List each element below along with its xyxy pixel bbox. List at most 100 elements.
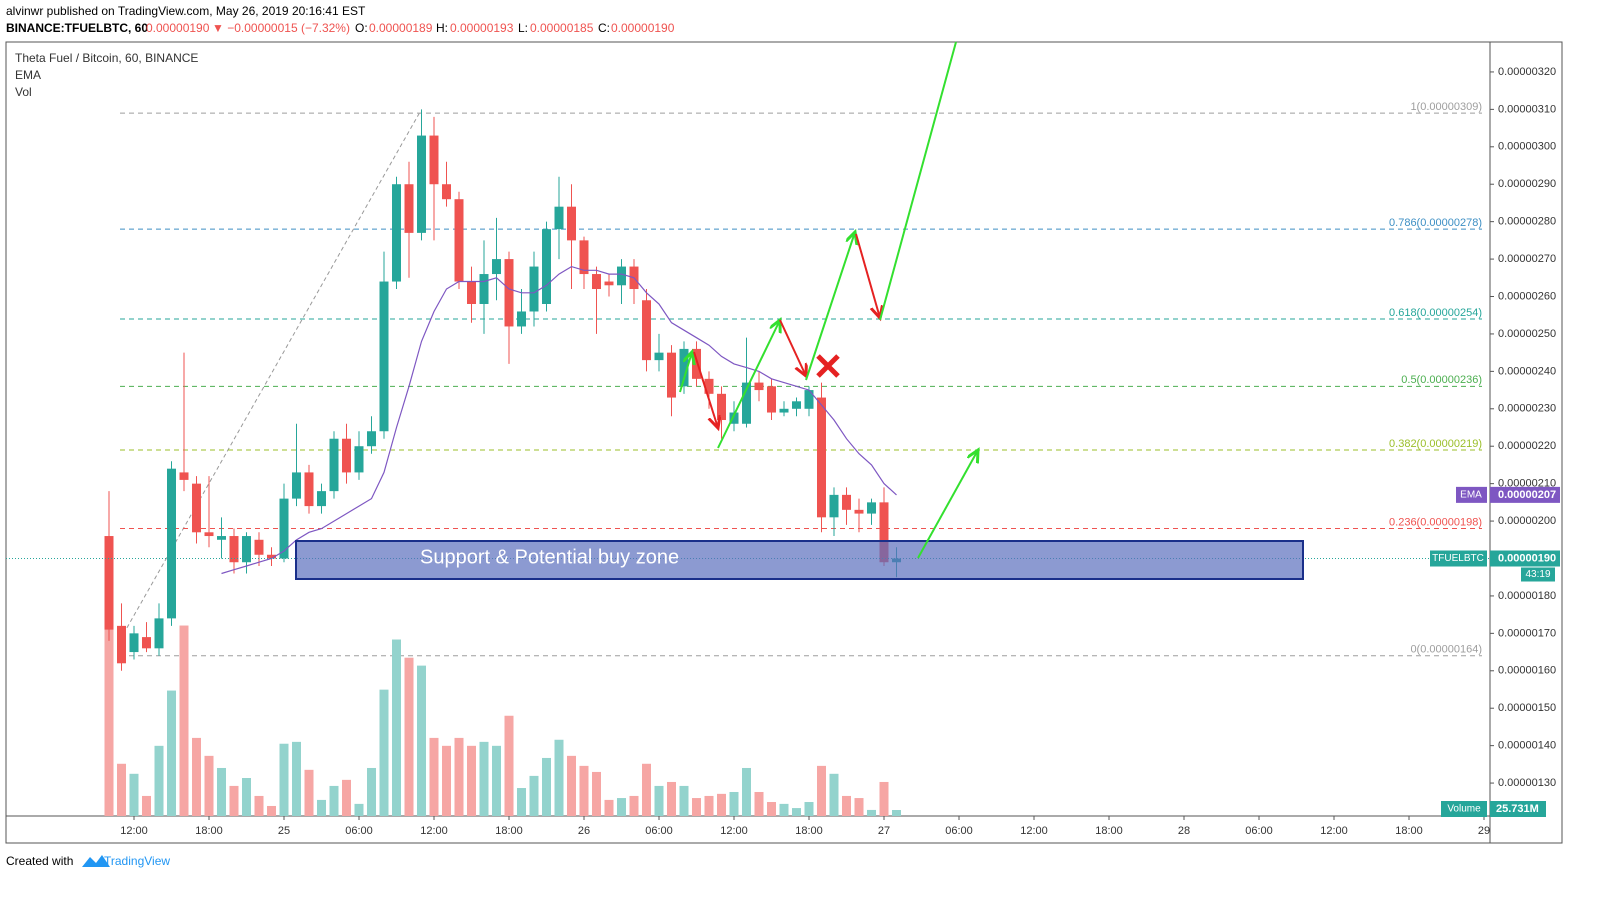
volume-bar bbox=[117, 763, 126, 816]
candle-body bbox=[767, 386, 776, 413]
candle-body bbox=[429, 135, 439, 185]
candle-body bbox=[717, 393, 726, 421]
volume-bar bbox=[517, 788, 526, 816]
candle-body bbox=[504, 259, 514, 327]
fib-label: 0.382(0.00000219) bbox=[1389, 438, 1482, 450]
candle-body bbox=[567, 206, 576, 241]
price: 0.00000190 bbox=[146, 21, 210, 35]
x-tick-label: 28 bbox=[1178, 825, 1190, 837]
volume-bar bbox=[817, 765, 826, 816]
volume-bar bbox=[367, 767, 376, 816]
volume-bar bbox=[792, 808, 801, 816]
volume-bar bbox=[554, 739, 564, 816]
x-tick-label: 18:00 bbox=[795, 825, 823, 837]
candle-body bbox=[642, 300, 651, 361]
x-tick-label: 06:00 bbox=[645, 825, 673, 837]
volume-bar bbox=[504, 715, 514, 816]
o-label: O: bbox=[355, 21, 368, 35]
x-tick-label: 25 bbox=[278, 825, 290, 837]
candle-body bbox=[167, 468, 176, 619]
x-tick-label: 18:00 bbox=[1095, 825, 1123, 837]
arrow bbox=[855, 233, 880, 318]
x-tick-label: 12:00 bbox=[1020, 825, 1048, 837]
volume-bar bbox=[379, 689, 389, 816]
volume-bar bbox=[842, 795, 851, 816]
arrows bbox=[679, 41, 978, 559]
zone-label: Support & Potential buy zone bbox=[420, 546, 679, 568]
l: 0.00000185 bbox=[530, 21, 594, 35]
y-tick-label: 0.00000150 bbox=[1498, 702, 1556, 714]
candle-body bbox=[879, 502, 889, 563]
volume-bar bbox=[104, 625, 114, 816]
indicator-vol: Vol bbox=[15, 85, 32, 99]
volume-bar bbox=[217, 767, 226, 816]
ema-box bbox=[1490, 486, 1560, 503]
candle-body bbox=[517, 311, 526, 327]
volume-bar bbox=[529, 775, 539, 816]
y-tick-label: 0.00000310 bbox=[1498, 103, 1556, 115]
chart-title: Theta Fuel / Bitcoin, 60, BINANCE bbox=[15, 51, 198, 65]
symbol: BINANCE:TFUELBTC, 60 bbox=[6, 21, 148, 35]
c: 0.00000190 bbox=[611, 21, 675, 35]
volume-bar bbox=[854, 798, 864, 816]
candle-body bbox=[679, 348, 689, 387]
candle-body bbox=[579, 240, 589, 275]
candle-body bbox=[867, 502, 876, 514]
candle-body bbox=[442, 184, 451, 200]
candle-body bbox=[529, 266, 539, 312]
volume-bar bbox=[404, 657, 414, 816]
y-tick-label: 0.00000270 bbox=[1498, 253, 1556, 265]
x-tick-label: 18:00 bbox=[1395, 825, 1423, 837]
support-zone bbox=[295, 540, 1304, 580]
x-tick-label: 12:00 bbox=[420, 825, 448, 837]
fib-label: 0.5(0.00000236) bbox=[1401, 374, 1482, 386]
candle-body bbox=[304, 472, 314, 507]
arrow bbox=[917, 450, 978, 559]
y-tick-label: 0.00000260 bbox=[1498, 290, 1556, 302]
y-tick-label: 0.00000180 bbox=[1498, 590, 1556, 602]
y-tick-label: 0.00000250 bbox=[1498, 328, 1556, 340]
volume-bar bbox=[167, 690, 176, 816]
candle-body bbox=[692, 348, 701, 379]
candle-body bbox=[267, 554, 276, 559]
volume-box bbox=[1490, 801, 1546, 817]
ema-value: 0.00000207 bbox=[1498, 489, 1556, 501]
publisher: alvinwr published on TradingView.com, Ma… bbox=[6, 4, 366, 18]
candle-body bbox=[342, 438, 351, 473]
candle-body bbox=[104, 536, 114, 630]
x-tick-label: 18:00 bbox=[195, 825, 223, 837]
volume-bar bbox=[654, 785, 664, 816]
candle-body bbox=[704, 378, 714, 394]
fib-label: 1(0.00000309) bbox=[1410, 101, 1482, 113]
volume-bar bbox=[467, 745, 476, 816]
candle-body bbox=[854, 509, 864, 514]
candle-body bbox=[254, 539, 264, 555]
volume-bar bbox=[742, 767, 751, 816]
volume-bar bbox=[667, 781, 676, 816]
volume-bar bbox=[567, 755, 576, 816]
candle-body bbox=[592, 274, 601, 290]
header-quote: BINANCE:TFUELBTC, 60 0.00000190 ▼ −0.000… bbox=[6, 21, 675, 35]
arrow bbox=[717, 320, 780, 449]
footer-created: Created with bbox=[6, 854, 73, 868]
candle-body bbox=[117, 625, 126, 664]
volume-bar bbox=[879, 781, 889, 816]
candle-body bbox=[667, 352, 676, 398]
candle-body bbox=[792, 401, 801, 409]
x-tick-label: 06:00 bbox=[945, 825, 973, 837]
volume-bar bbox=[417, 665, 426, 816]
x-tick-label: 12:00 bbox=[720, 825, 748, 837]
arrow bbox=[779, 319, 806, 376]
candle-body bbox=[367, 431, 376, 447]
volume-bar bbox=[292, 741, 301, 816]
candle-body bbox=[454, 199, 464, 282]
x-tick-label: 06:00 bbox=[345, 825, 373, 837]
volume-bar bbox=[729, 791, 739, 816]
ema-name-box bbox=[1456, 486, 1487, 503]
volume-bar bbox=[204, 755, 214, 816]
frame bbox=[5, 41, 1563, 844]
candle-body bbox=[417, 135, 426, 233]
volume-bar bbox=[617, 798, 626, 816]
candle-body bbox=[554, 206, 564, 230]
